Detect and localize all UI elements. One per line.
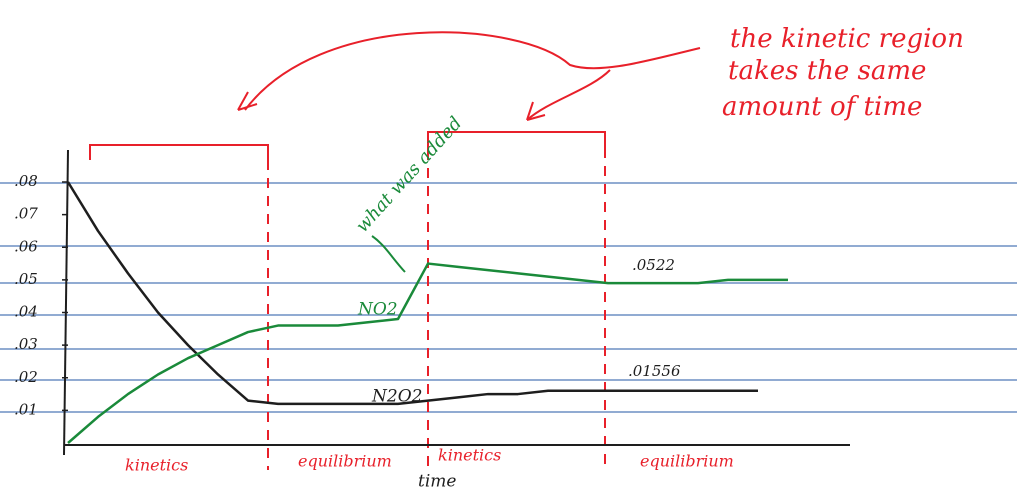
region-label: kinetics — [125, 456, 188, 475]
note-line: the kinetic region — [730, 24, 964, 54]
note-line: amount of time — [722, 92, 922, 122]
y-tick-label: .02 — [14, 368, 38, 386]
added-note: what was added — [352, 113, 466, 237]
y-tick-label: .07 — [14, 205, 38, 223]
note: the kinetic region takes the same amount… — [722, 24, 964, 122]
y-tick-label: .01 — [14, 400, 38, 418]
y-tick-label: .05 — [14, 270, 38, 288]
regions: kinetics equilibrium kinetics equilibriu… — [125, 446, 734, 475]
chart: the kinetic region takes the same amount… — [0, 0, 1017, 493]
series-label: NO2 — [357, 300, 398, 320]
value-note: .01556 — [628, 362, 681, 380]
note-line: takes the same — [728, 56, 926, 86]
region-label: equilibrium — [298, 452, 392, 471]
value-note: .0522 — [632, 256, 675, 274]
y-tick-label: .08 — [14, 172, 38, 190]
region-label: equilibrium — [640, 452, 734, 471]
x-axis-label: time — [418, 472, 456, 492]
y-tick-label: .03 — [14, 335, 38, 353]
y-tick-label: .04 — [14, 303, 38, 321]
y-tick-label: .06 — [14, 237, 38, 255]
region-label: kinetics — [438, 446, 501, 465]
